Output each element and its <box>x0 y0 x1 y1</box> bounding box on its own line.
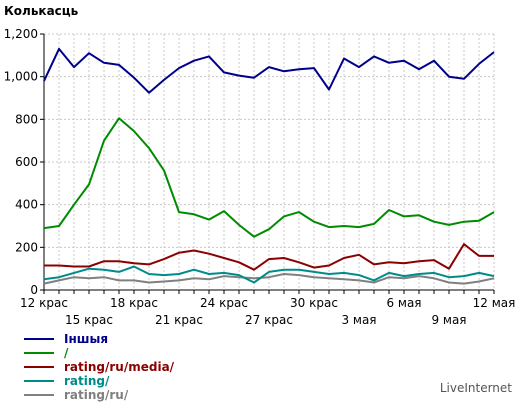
x-tick-label: 15 крас <box>65 313 113 327</box>
y-tick-label: 800 <box>15 112 38 126</box>
x-tick-label: 3 мая <box>341 313 376 327</box>
series-line <box>43 265 495 284</box>
legend-swatch <box>24 380 54 382</box>
x-tick-label: 30 крас <box>290 296 338 310</box>
legend-label: Іншыя <box>64 332 109 346</box>
series-line <box>44 243 494 271</box>
x-tick-label: 18 крас <box>110 296 158 310</box>
y-tick-label: 600 <box>15 155 38 169</box>
x-tick-label: 6 мая <box>386 296 421 310</box>
y-tick-label: 0 <box>30 283 38 297</box>
y-tick-label: 200 <box>15 240 38 254</box>
x-tick-label: 27 крас <box>245 313 293 327</box>
x-tick-label: 21 крас <box>155 313 203 327</box>
legend-swatch <box>24 352 54 354</box>
x-tick-label: 24 крас <box>200 296 248 310</box>
y-tick-label: 1,200 <box>4 27 38 41</box>
legend-label: rating/ <box>64 374 110 388</box>
legend-label: rating/ru/media/ <box>64 360 175 374</box>
y-tick-label: 400 <box>15 198 38 212</box>
legend-swatch <box>24 394 54 396</box>
legend-label: / <box>64 346 69 360</box>
brand-label: LiveInternet <box>439 381 512 395</box>
legend-swatch <box>24 338 54 340</box>
series-line <box>43 117 495 238</box>
x-tick-label: 12 мая <box>473 296 516 310</box>
legend-swatch <box>24 366 54 368</box>
series-line <box>43 47 495 94</box>
y-axis-title: Колькасць <box>4 4 79 18</box>
x-tick-label: 12 крас <box>20 296 68 310</box>
series-line <box>43 273 495 285</box>
x-tick-label: 9 мая <box>431 313 466 327</box>
y-tick-label: 1,000 <box>4 70 38 84</box>
legend-label: rating/ru/ <box>64 388 129 402</box>
